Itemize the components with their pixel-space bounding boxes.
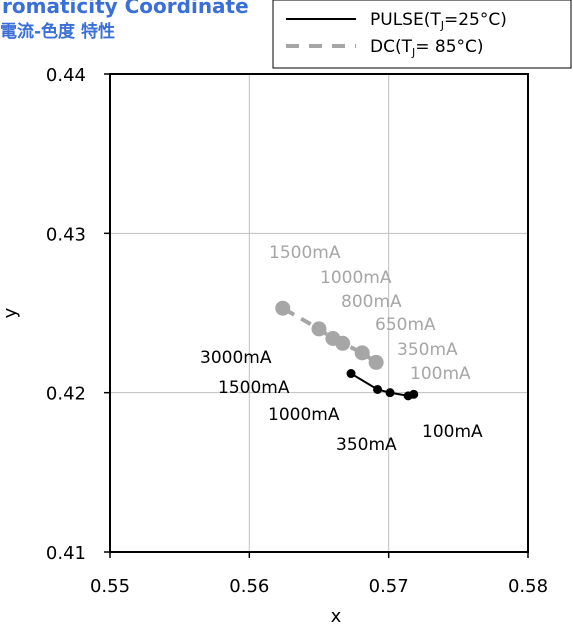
x-tick-label: 0.58 (508, 576, 548, 597)
chart-title: romaticity Coordinate (2, 0, 249, 18)
annotation-pulse: 350mA (336, 435, 397, 455)
dc-point (325, 330, 341, 346)
annotation-dc: 350mA (397, 340, 458, 360)
annotation-dc: 100mA (410, 364, 471, 384)
annotation-pulse: 1500mA (218, 378, 290, 398)
x-tick-label: 0.57 (369, 576, 409, 597)
dc-point (311, 321, 327, 337)
x-tick-label: 0.55 (90, 576, 130, 597)
dc-point (275, 300, 291, 316)
annotation-pulse: 1000mA (268, 405, 340, 425)
y-tick-labels: 0.41 0.42 0.43 0.44 (46, 65, 110, 564)
annotation-pulse: 100mA (422, 422, 483, 442)
dc-point (354, 345, 370, 361)
x-axis-label: x (331, 606, 342, 627)
y-tick-label: 0.43 (46, 224, 86, 245)
pulse-point (403, 391, 413, 401)
grid-lines (110, 74, 528, 552)
legend-box (272, 0, 572, 69)
legend-label-pulse: PULSE(TJ=25°C) (370, 10, 507, 32)
y-axis-label: y (0, 307, 21, 318)
annotation-dc: 800mA (341, 292, 402, 312)
x-tick-labels: 0.55 0.56 0.57 0.58 (90, 552, 548, 597)
legend: PULSE(TJ=25°C) DC(TJ= 85°C) (272, 0, 572, 69)
pulse-point (385, 388, 395, 398)
series-layer (275, 300, 419, 401)
annotation-dc: 1500mA (269, 243, 341, 263)
pulse-point (373, 384, 383, 394)
y-tick-label: 0.42 (46, 384, 86, 405)
annotation-pulse: 3000mA (200, 348, 272, 368)
pulse-point (346, 369, 356, 379)
x-tick-label: 0.56 (229, 576, 269, 597)
dc-point (368, 354, 384, 370)
chart-subtitle: 電流-色度 特性 (0, 21, 115, 42)
legend-label-dc: DC(TJ= 85°C) (370, 37, 484, 59)
annotation-dc: 650mA (375, 315, 436, 335)
y-tick-label: 0.44 (46, 65, 86, 86)
annotation-dc: 1000mA (320, 268, 392, 288)
y-tick-label: 0.41 (46, 543, 86, 564)
plot-frame (109, 73, 529, 553)
current-annotations: 100mA 350mA 1000mA 1500mA 3000mA 100mA 350mA 65… (200, 243, 483, 455)
